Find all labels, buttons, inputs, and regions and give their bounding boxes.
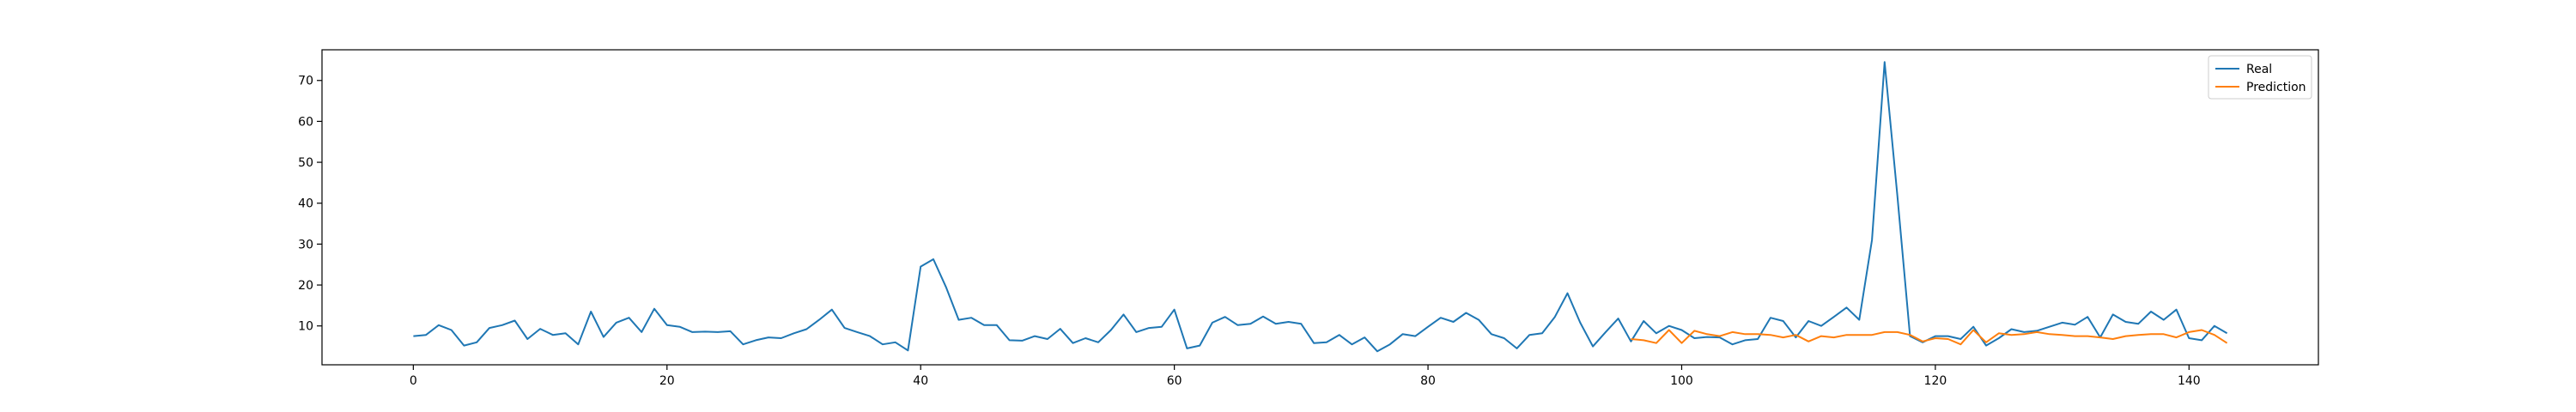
series-layer (413, 61, 2228, 353)
legend-label-prediction: Prediction (2246, 81, 2306, 94)
x-tick-label: 80 (1420, 374, 1436, 388)
series-line-prediction (1631, 329, 2228, 346)
x-tick-label: 140 (2178, 374, 2201, 388)
x-tick-label: 40 (913, 374, 928, 388)
y-axis-ticks: 10 20 30 40 50 60 70 (298, 75, 322, 334)
y-tick-label: 10 (298, 320, 313, 334)
y-tick-label: 20 (298, 279, 313, 293)
plot-frame (321, 49, 2319, 366)
legend: Real Prediction (2208, 55, 2312, 100)
y-tick-label: 70 (298, 75, 313, 88)
series-line-real (413, 61, 2228, 353)
y-tick-label: 30 (298, 238, 313, 251)
x-tick-label: 20 (659, 374, 675, 388)
x-tick-label: 100 (1670, 374, 1693, 388)
legend-box (2208, 55, 2312, 100)
legend-label-real: Real (2246, 63, 2272, 76)
x-tick-label: 120 (1924, 374, 1947, 388)
x-axis-ticks: 0 20 40 60 80 100 120 140 (410, 365, 2201, 388)
y-tick-label: 50 (298, 156, 313, 170)
y-tick-label: 40 (298, 197, 313, 211)
y-tick-label: 60 (298, 115, 313, 129)
x-tick-label: 0 (410, 374, 417, 388)
x-tick-label: 60 (1167, 374, 1182, 388)
